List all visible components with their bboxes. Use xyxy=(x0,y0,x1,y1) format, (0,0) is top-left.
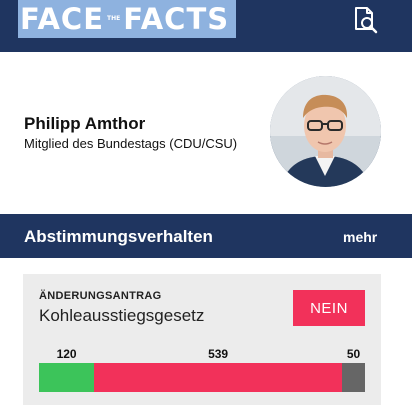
vote-count-label: 120 xyxy=(56,347,77,361)
vote-count-label: 50 xyxy=(346,347,361,361)
voting-behavior-header: Abstimmungsverhalten mehr xyxy=(0,214,412,258)
document-search-button[interactable] xyxy=(347,2,383,38)
top-bar: FACE THE FACTS xyxy=(0,0,412,52)
vote-distribution-bar xyxy=(39,363,365,392)
logo-word-facts: FACTS xyxy=(123,1,230,36)
vote-card[interactable]: ÄNDERUNGSANTRAG Kohleausstiegsgesetz NEI… xyxy=(23,274,381,405)
vote-bar-segment xyxy=(94,363,342,392)
vote-type-label: ÄNDERUNGSANTRAG xyxy=(39,290,162,302)
logo-word-the: THE xyxy=(107,15,121,22)
profile-photo xyxy=(270,76,381,187)
document-search-icon xyxy=(355,7,378,34)
vote-bar-segment xyxy=(342,363,365,392)
face-the-facts-logo[interactable]: FACE THE FACTS xyxy=(18,0,236,38)
politician-profile: Philipp Amthor Mitglied des Bundestags (… xyxy=(0,52,412,214)
vote-result-badge: NEIN xyxy=(293,290,365,326)
politician-name: Philipp Amthor xyxy=(24,114,146,133)
avatar xyxy=(270,76,381,187)
vote-count-label: 539 xyxy=(208,347,229,361)
section-title: Abstimmungsverhalten xyxy=(24,227,213,246)
vote-title: Kohleausstiegsgesetz xyxy=(39,306,205,325)
logo-word-face: FACE xyxy=(20,1,105,36)
more-link[interactable]: mehr xyxy=(343,229,378,245)
vote-bar-segment xyxy=(39,363,95,392)
politician-role: Mitglied des Bundestags (CDU/CSU) xyxy=(24,136,238,151)
